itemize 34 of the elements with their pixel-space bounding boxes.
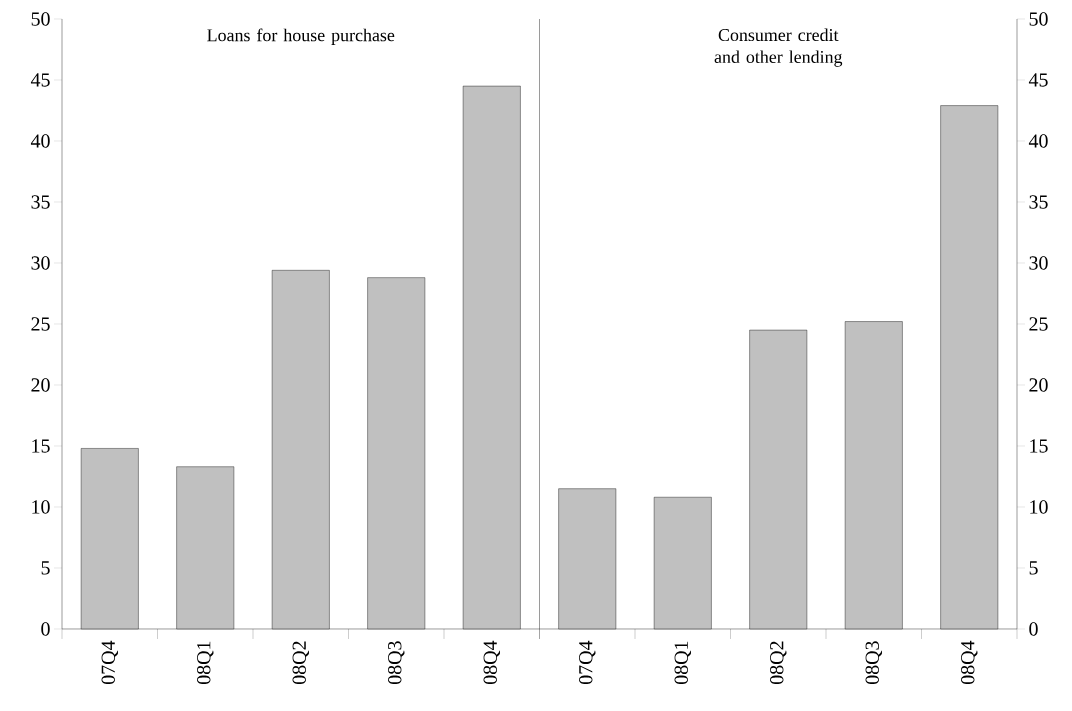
y-tick-label: 50 bbox=[31, 12, 50, 26]
y-tick-label: 30 bbox=[31, 256, 50, 270]
x-tick-label: 08Q1 bbox=[197, 641, 214, 685]
x-tick-label: 08Q2 bbox=[770, 641, 787, 685]
y-tick-label: 5 bbox=[1029, 561, 1038, 575]
y-tick-label: 35 bbox=[31, 195, 50, 209]
y-tick-label: 50 bbox=[1029, 12, 1048, 26]
y-tick-label: 25 bbox=[31, 317, 50, 331]
annotation: Loans for house purchase bbox=[207, 28, 395, 45]
y-tick-label: 45 bbox=[30, 73, 50, 87]
x-tick-label: 08Q3 bbox=[865, 641, 883, 685]
y-tick-label: 20 bbox=[1029, 378, 1048, 392]
y-tick-label: 20 bbox=[31, 378, 50, 392]
x-tick-label: 07Q4 bbox=[579, 640, 596, 685]
x-tick-label: 08Q1 bbox=[674, 641, 692, 685]
y-tick-label: 15 bbox=[1030, 439, 1048, 453]
y-tick-label: 40 bbox=[1028, 134, 1048, 148]
x-tick-label: 08Q4 bbox=[961, 640, 978, 685]
y-tick-label: 25 bbox=[1029, 317, 1048, 331]
x-tick-label: 08Q3 bbox=[388, 641, 405, 685]
y-tick-label: 30 bbox=[1029, 256, 1048, 270]
x-tick-label: 08Q2 bbox=[292, 641, 309, 685]
y-tick-label: 5 bbox=[41, 561, 50, 575]
annotation: Consumer credit and other lending bbox=[714, 28, 843, 67]
y-tick-label: 15 bbox=[32, 439, 50, 453]
y-tick-label: 40 bbox=[30, 134, 50, 148]
y-tick-label: 0 bbox=[1029, 622, 1038, 636]
y-tick-label: 10 bbox=[32, 500, 50, 514]
x-tick-label: 08Q4 bbox=[483, 640, 500, 685]
y-tick-label: 0 bbox=[41, 622, 50, 636]
y-tick-label: 45 bbox=[1028, 73, 1048, 87]
x-tick-label: 07Q4 bbox=[101, 640, 118, 685]
y-tick-label: 10 bbox=[1030, 500, 1048, 514]
y-tick-label: 35 bbox=[1029, 195, 1048, 209]
